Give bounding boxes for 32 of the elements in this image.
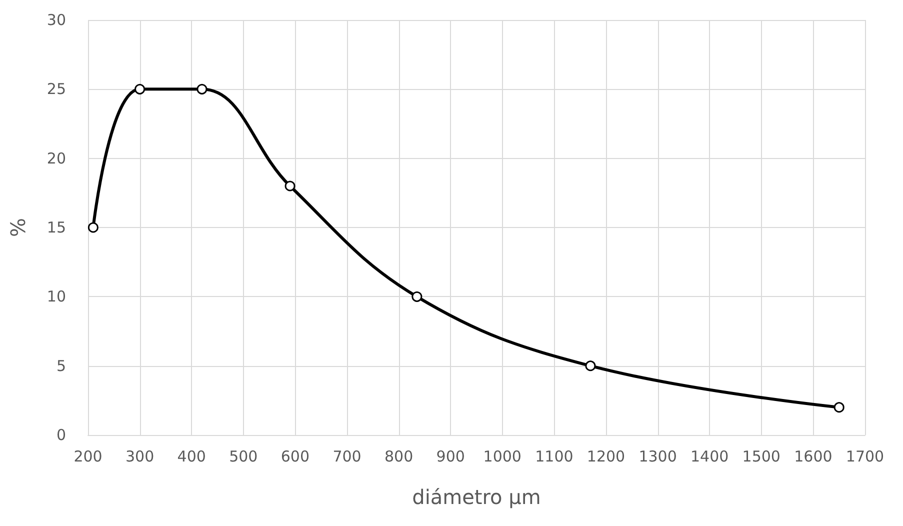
- x-tick-label: 1600: [794, 448, 832, 466]
- y-axis-title: %: [6, 218, 30, 238]
- x-tick-label: 300: [125, 448, 154, 466]
- x-tick-label: 700: [332, 448, 362, 466]
- point: [196, 84, 208, 94]
- x-tick-label: 1200: [586, 448, 626, 466]
- y-tick-label: 30: [46, 11, 66, 29]
- x-axis-title: diámetro µm: [412, 485, 541, 509]
- point: [284, 180, 296, 192]
- y-tick-label: 0: [56, 426, 66, 444]
- x-tick-label: 1400: [690, 448, 729, 466]
- point: [834, 402, 844, 413]
- y-tick-label: 25: [46, 80, 66, 98]
- x-tick-label: 600: [280, 448, 310, 466]
- x-tick-label: 900: [436, 448, 465, 466]
- y-tick-label: 5: [56, 356, 66, 375]
- x-tick-label: 1100: [535, 448, 574, 466]
- x-tick-label: 1700: [846, 448, 884, 466]
- point: [412, 291, 422, 302]
- y-tick-label: 20: [46, 149, 66, 168]
- x-tick-label: 1000: [483, 448, 522, 466]
- point: [585, 360, 596, 372]
- x-tick-label: 400: [177, 448, 206, 466]
- x-tick-label: 1500: [742, 448, 780, 466]
- x-tick-label: 200: [74, 448, 102, 466]
- point: [134, 84, 146, 94]
- x-tick-label: 800: [384, 448, 414, 466]
- x-tick-label: 500: [229, 448, 258, 466]
- point: [88, 222, 98, 233]
- y-tick-label: 10: [46, 288, 66, 306]
- y-tick-label: 15: [46, 218, 66, 236]
- x-tick-label: 1300: [638, 448, 677, 466]
